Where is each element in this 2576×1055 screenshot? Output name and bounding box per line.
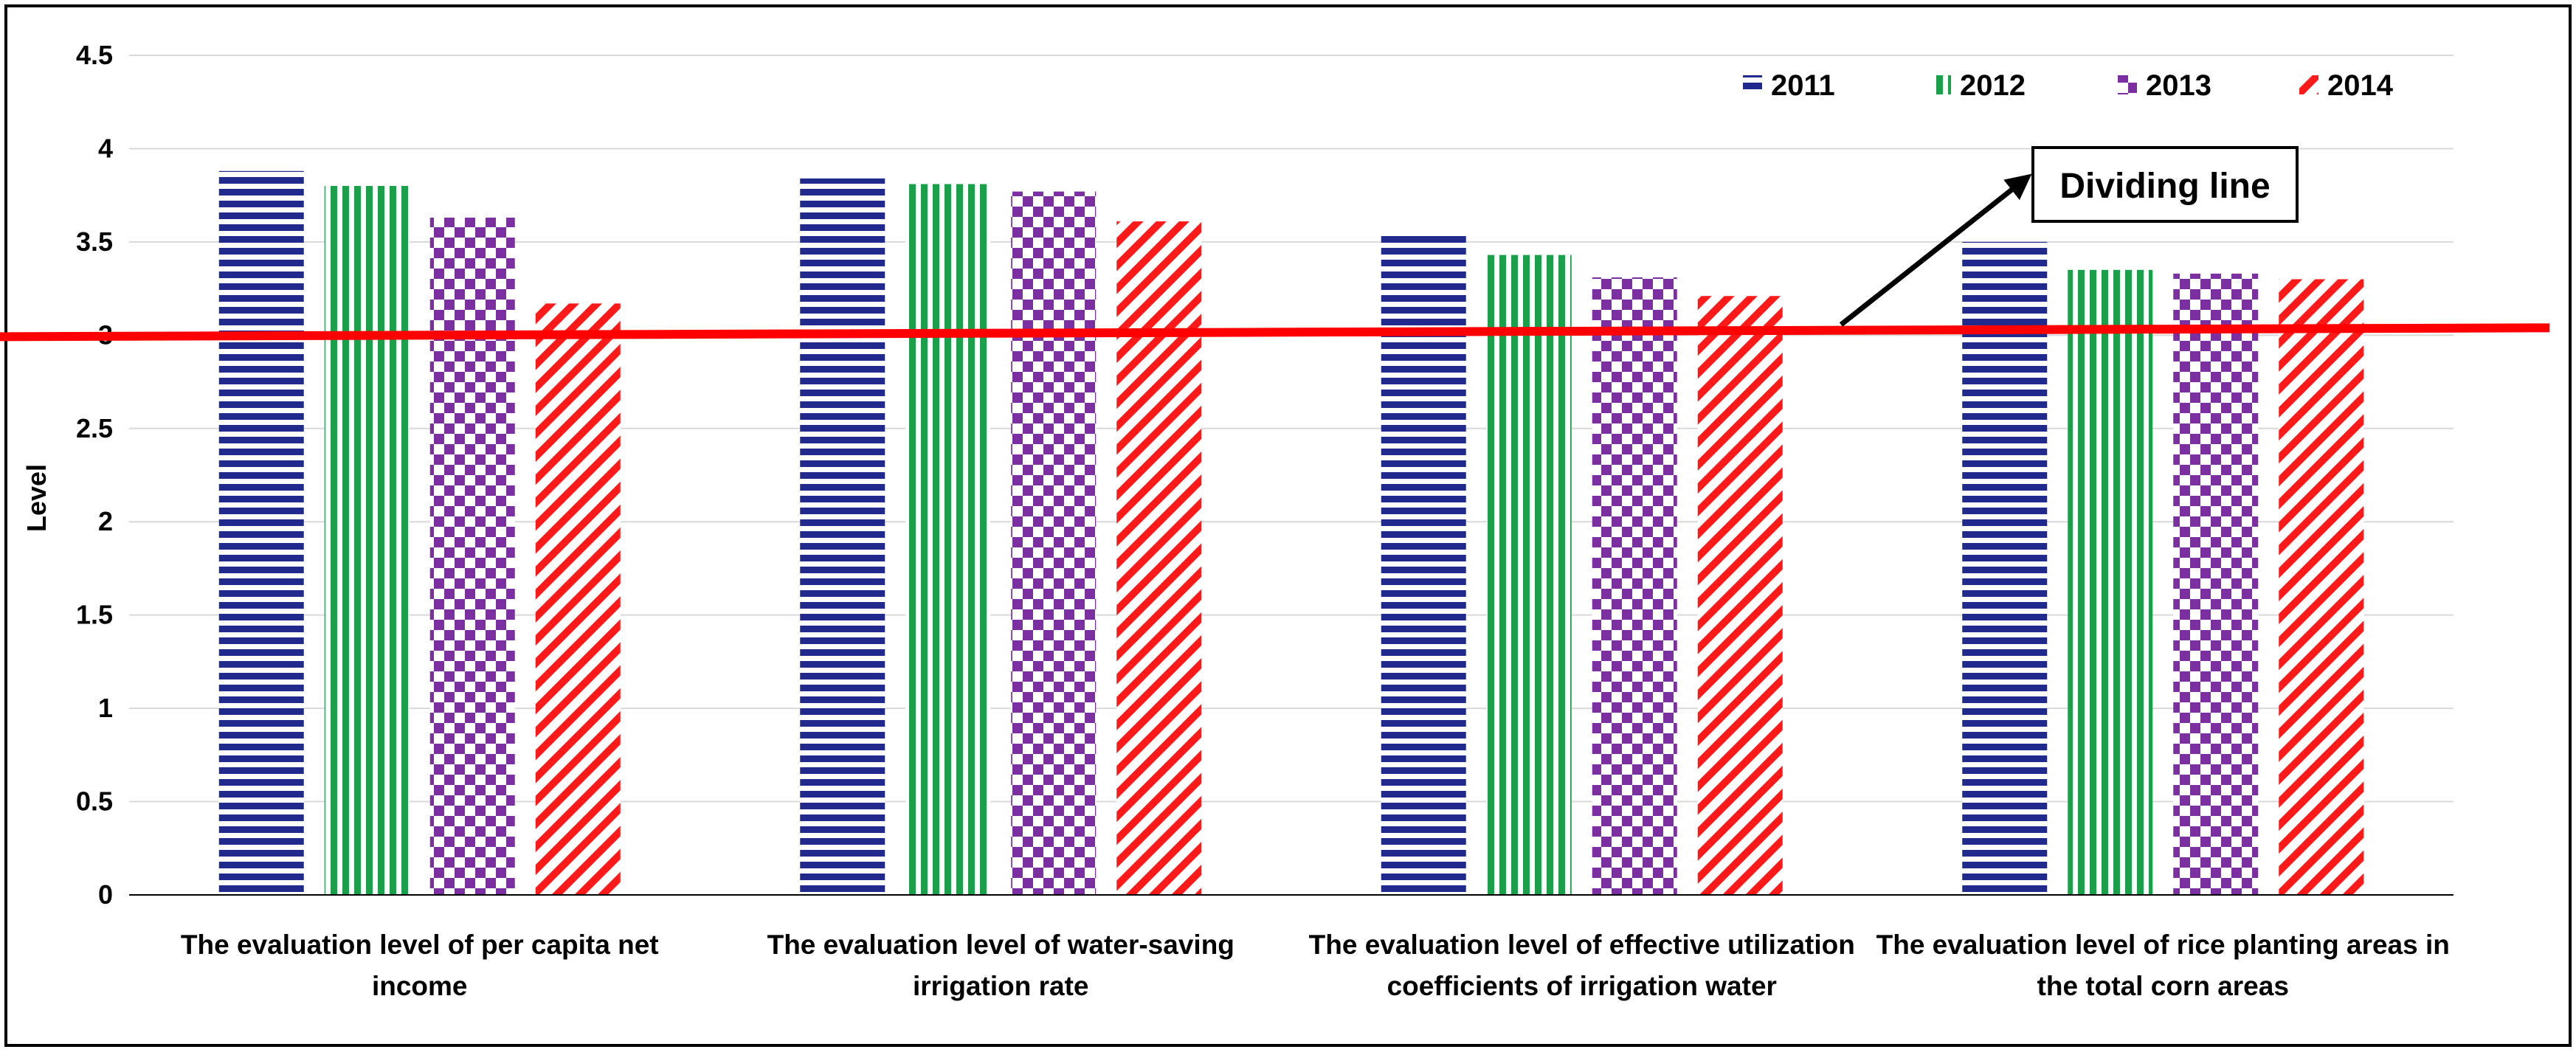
legend-label-2012: 2012 bbox=[1960, 69, 2026, 102]
legend-label-2014: 2014 bbox=[2327, 69, 2394, 102]
legend-label-2013: 2013 bbox=[2146, 69, 2211, 102]
annotation-arrow bbox=[1839, 173, 2032, 327]
legend-swatch-2013 bbox=[2118, 75, 2137, 94]
x-category-label: The evaluation level of water-saving bbox=[767, 930, 1235, 960]
x-category-label: coefficients of irrigation water bbox=[1387, 971, 1777, 1001]
x-category-label: income bbox=[372, 971, 468, 1001]
bar-marks bbox=[218, 170, 2364, 896]
y-tick-label: 0.5 bbox=[76, 786, 113, 817]
y-tick-label: 4 bbox=[98, 133, 113, 163]
y-axis-label: Level bbox=[21, 464, 52, 532]
y-tick-label: 2 bbox=[98, 506, 113, 536]
y-tick-label: 1 bbox=[98, 693, 113, 723]
bar-2011-cat-4 bbox=[1962, 241, 2048, 895]
x-category-label: The evaluation level of effective utiliz… bbox=[1309, 930, 1855, 960]
x-category-label: The evaluation level of rice planting ar… bbox=[1876, 930, 2450, 960]
bar-2014-cat-3 bbox=[1697, 296, 1783, 895]
legend-label-2011: 2011 bbox=[1771, 69, 1835, 102]
dividing-line bbox=[0, 323, 2550, 342]
y-tick-label: 4.5 bbox=[76, 40, 113, 70]
x-category-label: The evaluation level of per capita net bbox=[181, 930, 659, 960]
bar-2014-cat-1 bbox=[535, 303, 621, 895]
annotation-box bbox=[2031, 146, 2299, 223]
bar-2013-cat-3 bbox=[1592, 277, 1677, 896]
bar-2012-cat-4 bbox=[2068, 269, 2153, 895]
y-tick-label: 3.5 bbox=[76, 226, 113, 257]
bar-2011-cat-3 bbox=[1381, 232, 1466, 895]
legend-swatch-2011 bbox=[1743, 75, 1762, 94]
bar-2011-cat-1 bbox=[218, 170, 304, 895]
bar-2012-cat-1 bbox=[324, 186, 410, 895]
y-tick-label: 2.5 bbox=[76, 413, 113, 443]
bar-2014-cat-2 bbox=[1116, 221, 1202, 895]
bar-2011-cat-2 bbox=[800, 178, 885, 895]
x-axis-categories: The evaluation level of per capita net in… bbox=[181, 930, 2450, 1001]
x-category-label: irrigation rate bbox=[913, 971, 1089, 1001]
legend-swatch-2012 bbox=[1932, 75, 1951, 94]
bar-2014-cat-4 bbox=[2279, 279, 2364, 895]
y-axis-ticks: 00.511.522.533.544.5 bbox=[76, 40, 113, 910]
annotation-label: Dividing line bbox=[2059, 167, 2270, 206]
x-category-label: the total corn areas bbox=[2037, 971, 2289, 1001]
bar-2013-cat-4 bbox=[2173, 273, 2259, 895]
bar-2013-cat-2 bbox=[1011, 191, 1097, 895]
bar-2013-cat-1 bbox=[429, 218, 515, 896]
bar-2012-cat-3 bbox=[1486, 255, 1572, 895]
y-tick-label: 1.5 bbox=[76, 600, 113, 630]
bar-2012-cat-2 bbox=[905, 184, 991, 895]
legend-swatch-2014 bbox=[2299, 75, 2318, 94]
legend: 2011 2012 2013 2014 bbox=[1743, 69, 2394, 102]
y-tick-label: 0 bbox=[98, 879, 113, 910]
